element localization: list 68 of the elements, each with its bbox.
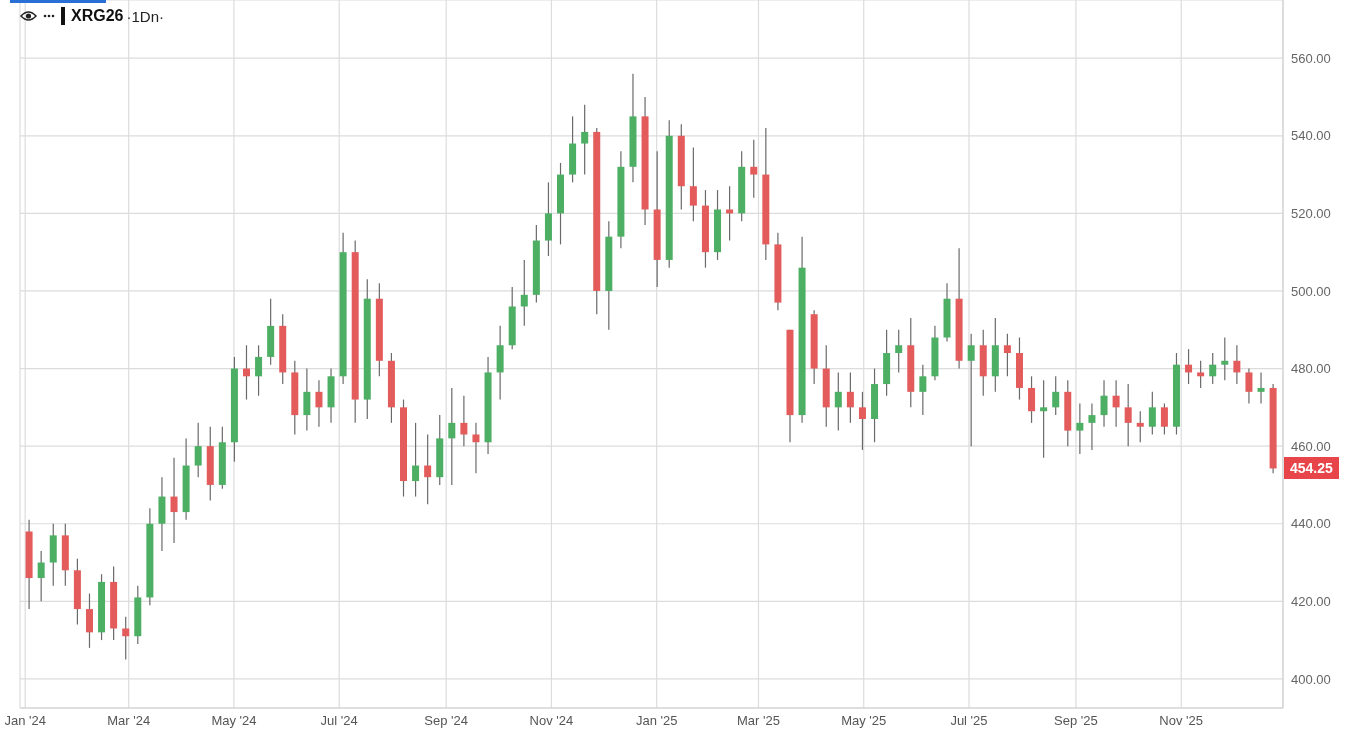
candlestick — [1028, 375, 1036, 424]
y-tick-label: 440.00 — [1291, 516, 1331, 532]
candlestick — [520, 259, 528, 327]
candlestick — [1100, 379, 1108, 428]
candlestick — [448, 387, 456, 486]
candlestick — [1040, 379, 1048, 459]
text: ·1Dn· — [126, 7, 164, 25]
candlestick — [581, 104, 589, 176]
y-tick-label: 560.00 — [1291, 50, 1331, 66]
candlestick — [1136, 410, 1144, 443]
x-tick-label: May '24 — [211, 713, 257, 729]
candlestick — [122, 616, 130, 661]
x-tick-label: Nov '25 — [1159, 713, 1204, 729]
y-tick-label: 520.00 — [1291, 205, 1331, 221]
x-tick-label: Jan '24 — [4, 713, 46, 729]
candlestick — [303, 367, 311, 432]
y-tick-label: 500.00 — [1291, 283, 1331, 299]
candlestick — [1197, 360, 1205, 389]
candlestick — [846, 371, 854, 424]
candlestick — [1088, 402, 1096, 451]
candlestick — [242, 344, 250, 401]
candlestick — [967, 333, 975, 447]
x-tick-label: Mar '25 — [737, 713, 780, 729]
y-tick-label: 480.00 — [1291, 361, 1331, 377]
x-tick-label: Jul '25 — [950, 713, 988, 729]
y-tick-label: 460.00 — [1291, 438, 1331, 454]
candlestick — [1209, 352, 1217, 385]
candlestick — [1245, 367, 1253, 405]
candlestick — [834, 371, 842, 432]
x-tick-label: Jul '24 — [320, 713, 358, 729]
y-tick-label: 400.00 — [1291, 671, 1331, 687]
candlestick — [1112, 379, 1120, 428]
x-tick-label: Sep '25 — [1054, 713, 1098, 729]
candlestick — [1124, 383, 1132, 447]
candlestick — [1003, 333, 1011, 377]
candlestick — [1148, 391, 1156, 436]
candlestick — [858, 391, 866, 451]
candlestick — [1221, 336, 1229, 381]
candlestick — [750, 139, 758, 199]
candlestick — [1185, 348, 1193, 385]
candlestick — [1076, 402, 1084, 455]
annotation: 454.25 — [1290, 460, 1333, 477]
candlestick — [315, 379, 323, 428]
candlestick — [1160, 402, 1168, 436]
x-tick-label: May '25 — [841, 713, 887, 729]
y-tick-label: 540.00 — [1291, 128, 1331, 144]
y-tick-label: 420.00 — [1291, 593, 1331, 609]
x-tick-label: Jan '25 — [635, 713, 678, 729]
candlestick — [1257, 371, 1265, 405]
chart-title: XRG26 — [71, 7, 124, 24]
candlestick — [255, 344, 263, 397]
candlestick — [85, 592, 93, 649]
candlestick — [472, 422, 480, 474]
candlestick — [412, 422, 420, 498]
candlestick — [1233, 344, 1241, 385]
candlestick — [460, 395, 468, 447]
x-tick-label: Mar '24 — [107, 713, 151, 729]
candlestick — [37, 550, 45, 602]
candlestick — [170, 457, 178, 544]
candlestick — [726, 185, 734, 242]
candlestick — [1052, 375, 1060, 416]
candlestick — [424, 433, 432, 505]
x-tick-label: Nov '24 — [529, 713, 574, 729]
candlestick — [895, 329, 903, 374]
x-tick-label: Sep '24 — [424, 713, 469, 729]
candlestick — [919, 364, 927, 416]
candlestick — [194, 422, 202, 478]
candlestick — [689, 146, 697, 222]
